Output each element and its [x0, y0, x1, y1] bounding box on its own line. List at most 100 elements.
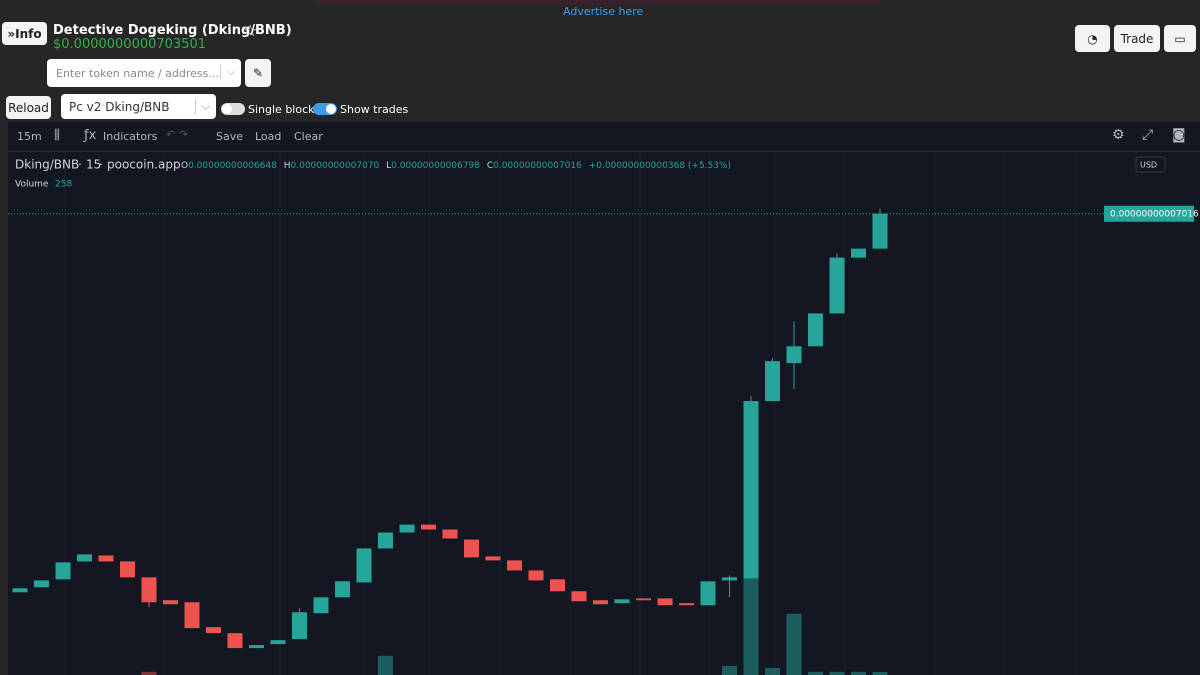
token-name: Detective Dogeking (Dking/BNB) — [53, 23, 292, 38]
legend-value: 0.00000000006648 — [188, 161, 277, 171]
source: poocoin.app — [107, 158, 181, 172]
show-trades-label: Show trades — [340, 103, 409, 116]
candle-body — [507, 560, 522, 571]
candle-type-button[interactable]: ⫼ — [54, 128, 60, 143]
candle-body — [528, 570, 544, 581]
load-button[interactable]: Load — [255, 130, 282, 143]
pair-select[interactable]: Pc v2 Dking/BNB ⌵ — [61, 94, 216, 119]
volume-label: Volume — [15, 180, 49, 190]
ohlc-legend: O0.00000000006648 H0.00000000007070 L 0.0… — [181, 161, 731, 171]
candle-body — [571, 591, 587, 602]
candle-body — [184, 602, 200, 629]
candle-body — [163, 600, 178, 605]
ad-link[interactable]: Advertise here — [563, 5, 644, 18]
snapshot-button[interactable]: ◙ — [1172, 127, 1186, 143]
reload-button[interactable]: Reload — [6, 96, 51, 119]
candle-body — [743, 401, 759, 579]
trade-button[interactable]: Trade — [1114, 25, 1160, 52]
single-blocks-label: Single blocks — [248, 103, 321, 116]
candle-body — [120, 561, 135, 578]
legend-value: 0.00000000007070 — [291, 161, 380, 171]
chart-background — [8, 152, 1200, 675]
candle-body — [77, 554, 92, 562]
pair-label: Pc v2 Dking/BNB — [69, 100, 170, 114]
ad-banner[interactable] — [315, 0, 880, 4]
legend-key: L — [386, 161, 391, 171]
save-button[interactable]: Save — [216, 130, 244, 143]
volume-value: 258 — [55, 180, 72, 190]
chart-icon-button[interactable]: ◔ — [1075, 25, 1110, 52]
show-trades-toggle[interactable] — [313, 103, 337, 115]
candle-body — [593, 600, 608, 605]
separator: · — [99, 158, 103, 172]
search-dropdown[interactable]: ⌵ — [220, 65, 235, 79]
symbol: Dking/BNB — [15, 158, 79, 172]
candle-body — [249, 645, 264, 649]
last-price-label: 0.00000000007016 — [1110, 209, 1199, 219]
indicators-icon[interactable]: ƒx — [84, 128, 97, 143]
candle-body — [808, 313, 823, 347]
interval-button[interactable]: 15m — [17, 130, 42, 143]
candle-body — [378, 532, 393, 549]
candle-body — [98, 555, 114, 562]
candle-body — [270, 640, 286, 645]
candle-body — [851, 248, 866, 258]
candle-body — [421, 524, 436, 530]
info-button[interactable]: » Info — [2, 22, 47, 45]
volume-bar — [786, 613, 802, 675]
legend-change: +0.00000000000368 (+5.53%) — [589, 161, 731, 171]
volume-bar — [829, 671, 845, 675]
fullscreen-button[interactable]: ⤢ — [1142, 127, 1154, 143]
search-box[interactable]: Enter token name / address... ⌵ — [47, 59, 241, 87]
volume-bar — [808, 671, 823, 675]
candle-body — [356, 548, 372, 583]
settings-button[interactable]: ⚙ — [1112, 127, 1125, 143]
candle-body — [657, 598, 673, 606]
candle-body — [636, 598, 651, 601]
wallet-button[interactable]: ▭ — [1164, 25, 1196, 52]
candle-body — [550, 579, 565, 592]
candle-body — [679, 603, 694, 606]
candle-body — [227, 633, 243, 649]
currency-label: USD — [1140, 161, 1157, 170]
candle-body — [206, 627, 221, 634]
candle-body — [442, 529, 458, 539]
token-price: $0.0000000000703501 — [53, 37, 207, 52]
last-price-tag — [1104, 205, 1194, 222]
plot: 0.00000000007016 — [8, 205, 1199, 675]
candle-body — [722, 577, 737, 581]
currency-button[interactable] — [1135, 156, 1166, 173]
info-label: Info — [15, 26, 42, 41]
chart-toolbar: 15m ⫼ ƒx Indicators ↶ ↷ Save Load Clear … — [8, 122, 1200, 152]
volume-bar — [743, 557, 759, 675]
legend-key: C — [487, 161, 493, 171]
volume-bar — [141, 671, 157, 675]
candle-body — [141, 577, 157, 603]
favorite-star[interactable]: ☆ — [243, 21, 258, 40]
legend-key: O — [181, 161, 188, 171]
candle-body — [12, 588, 28, 593]
undo-redo[interactable]: ↶ ↷ — [166, 128, 188, 141]
candle-body — [34, 580, 49, 588]
candle-body — [485, 556, 501, 561]
edit-button[interactable]: ✎ — [245, 59, 271, 87]
single-blocks-toggle[interactable] — [221, 103, 245, 115]
candle-body — [313, 597, 329, 614]
clear-button[interactable]: Clear — [294, 130, 323, 143]
volume-bar — [378, 655, 393, 675]
legend-key: H — [284, 161, 291, 171]
candle-body — [872, 213, 888, 249]
legend-value: 0.00000000007016 — [493, 161, 582, 171]
pair-dropdown[interactable]: ⌵ — [195, 99, 210, 114]
candle-body — [399, 524, 415, 533]
candle-body — [700, 581, 716, 606]
indicators-button[interactable]: Indicators — [103, 130, 158, 143]
volume-bar — [851, 671, 866, 675]
candle-body — [765, 361, 780, 402]
volume-bar — [872, 671, 888, 675]
candle-body — [335, 581, 350, 598]
candle-body — [55, 562, 71, 580]
